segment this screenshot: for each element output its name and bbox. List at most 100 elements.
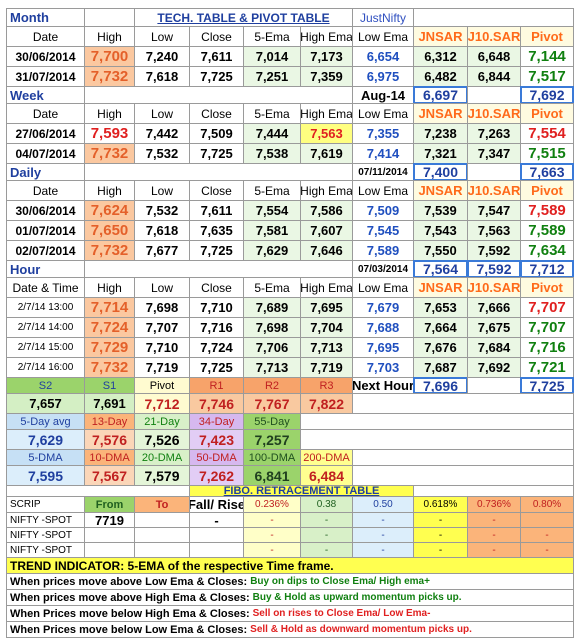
cell: 7,767	[243, 393, 301, 414]
cell: 20-DMA	[134, 449, 190, 466]
cell: Low	[134, 103, 190, 124]
cell: Close	[189, 103, 244, 124]
cell: 7,719	[300, 357, 353, 378]
cell: 7,714	[84, 297, 135, 318]
cell: 7,725	[189, 240, 244, 261]
cell: -	[243, 512, 301, 528]
cell: 7,716	[520, 337, 574, 358]
cell: 7,014	[243, 46, 301, 67]
empty-cell	[300, 429, 574, 450]
cell: 7,698	[134, 297, 190, 318]
cell: 200-DMA	[300, 449, 353, 466]
cell: 7,732	[84, 66, 135, 87]
cell: 55-Day	[243, 413, 301, 430]
cell: 5-Day avg	[6, 413, 85, 430]
cell: R2	[243, 377, 301, 394]
cell: JNSAR	[413, 277, 468, 298]
empty-cell	[84, 260, 353, 278]
cell	[520, 512, 574, 528]
cell: 7,663	[520, 163, 574, 181]
cell: 7,554	[243, 200, 301, 221]
cell: 7,532	[134, 143, 190, 164]
cell: 7,657	[6, 393, 85, 414]
cell: 7,713	[300, 337, 353, 358]
cell: 7,696	[413, 377, 468, 394]
cell: 7,689	[243, 297, 301, 318]
cell: -	[520, 542, 574, 558]
empty-cell	[467, 86, 521, 104]
cell: S2	[6, 377, 85, 394]
cell: J10.SAR	[467, 180, 521, 201]
cell: 7,414	[352, 143, 414, 164]
cell: 7,581	[243, 220, 301, 241]
cell: Date	[6, 103, 85, 124]
empty-cell	[84, 86, 353, 104]
cell: 7,592	[467, 240, 521, 261]
cell: 7,240	[134, 46, 190, 67]
cell: 7,653	[413, 297, 468, 318]
cell: 7,716	[189, 317, 244, 338]
cell: 7,618	[134, 220, 190, 241]
cell: 7,725	[189, 357, 244, 378]
cell: 7,251	[243, 66, 301, 87]
cell: 7,347	[467, 143, 521, 164]
cell: 7,589	[520, 200, 574, 221]
cell: 7719	[84, 512, 135, 528]
note-condition: When prices move above Low Ema & Closes:	[10, 575, 248, 588]
cell: 2/7/14 14:00	[6, 317, 85, 338]
cell: 7,589	[352, 240, 414, 261]
note-action: Sell on rises to Close Ema/ Low Ema-	[252, 608, 431, 619]
cell: 7,721	[520, 357, 574, 378]
cell: 7,619	[300, 143, 353, 164]
cell: 7,634	[520, 240, 574, 261]
cell: 7,712	[134, 393, 190, 414]
cell: 27/06/2014	[6, 123, 85, 144]
cell: -	[413, 542, 468, 558]
note-condition: When prices move above High Ema & Closes…	[10, 591, 250, 604]
cell: High	[84, 277, 135, 298]
cell: High Ema	[300, 26, 353, 47]
cell: 7,687	[413, 357, 468, 378]
cell: 7,732	[84, 143, 135, 164]
cell: 7,725	[189, 66, 244, 87]
cell: 7,567	[84, 465, 135, 486]
cell: 5-Ema	[243, 103, 301, 124]
cell: NIFTY -SPOT	[6, 512, 85, 528]
cell: 02/07/2014	[6, 240, 85, 261]
cell: 04/07/2014	[6, 143, 85, 164]
cell: 7,515	[520, 143, 574, 164]
cell: SCRIP	[6, 496, 85, 513]
cell: 7,547	[467, 200, 521, 221]
cell: 7,725	[189, 143, 244, 164]
cell: 10-DMA	[84, 449, 135, 466]
cell: Date	[6, 26, 85, 47]
cell: Pivot	[520, 26, 574, 47]
cell: 7,679	[352, 297, 414, 318]
cell: Date & Time	[6, 277, 85, 298]
cell: 0.50	[352, 496, 414, 513]
cell: 6,975	[352, 66, 414, 87]
empty-cell	[84, 163, 353, 181]
cell: 5-Ema	[243, 180, 301, 201]
empty-cell	[134, 512, 190, 528]
cell: 5-DMA	[6, 449, 85, 466]
note-cell: When Prices move below High Ema & Closes…	[6, 605, 574, 622]
cell: 7,719	[134, 357, 190, 378]
empty-cell	[467, 163, 521, 181]
cell: Close	[189, 180, 244, 201]
empty-cell	[84, 8, 135, 27]
cell: 7,543	[413, 220, 468, 241]
note-condition: When Prices move below High Ema & Closes…	[10, 607, 250, 620]
empty-cell	[352, 465, 574, 486]
cell: NIFTY -SPOT	[6, 542, 85, 558]
cell: 7,563	[300, 123, 353, 144]
cell: 7,635	[189, 220, 244, 241]
cell: 0.236%	[243, 496, 301, 513]
cell: 7,725	[520, 377, 574, 394]
cell: 6,841	[243, 465, 301, 486]
cell: TREND INDICATOR: 5-EMA of the respective…	[6, 557, 574, 574]
cell: S1	[84, 377, 135, 394]
cell: 7,664	[413, 317, 468, 338]
cell: Pivot	[134, 377, 190, 394]
